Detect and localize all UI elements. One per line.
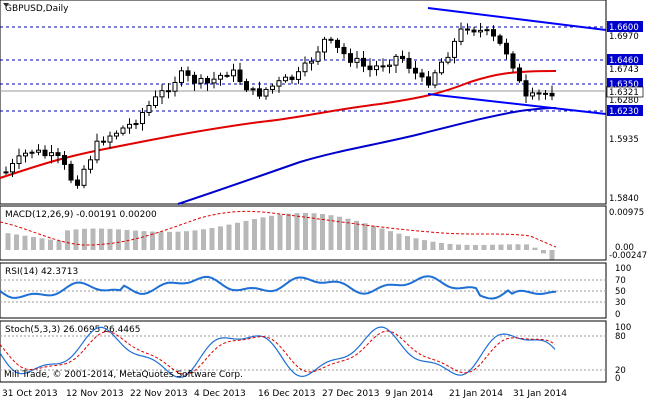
time-label-0: 31 Oct 2013	[2, 389, 58, 399]
rsi-panel-frame	[0, 262, 607, 319]
price-level-box-1-6460	[607, 54, 643, 65]
time-label-3: 4 Dec 2013	[194, 389, 246, 399]
symbol-title: GBPUSD,Daily	[5, 4, 69, 14]
price-level-1-6230: 1.6230	[609, 107, 639, 117]
rsi-tick-0: 0	[615, 310, 620, 320]
moving-average-blue	[177, 107, 557, 205]
upper-trendline[interactable]	[427, 7, 607, 31]
rsi-label: RSI(14) 42.3713	[5, 267, 78, 277]
price-tick-1-6280: 1.6280	[609, 96, 639, 106]
moving-average-red	[0, 70, 557, 179]
macd-tick-min: -0.00247	[609, 251, 647, 261]
rsi-tick-50: 50	[615, 287, 626, 297]
stoch-d-line	[0, 330, 556, 375]
rsi-tick-30: 30	[615, 298, 626, 308]
macd-histogram	[5, 212, 555, 260]
price-tick-1-6970: 1.6970	[609, 32, 639, 42]
lower-trendline[interactable]	[427, 93, 607, 115]
time-label-8: 31 Jan 2014	[513, 389, 567, 399]
rsi-tick-100: 100	[615, 264, 631, 274]
price-tick-partial: 1.6743	[609, 65, 639, 75]
rsi-line	[0, 275, 557, 300]
price-level-box-1-6350	[607, 78, 643, 89]
price-level-1-6350: 1.6350	[609, 80, 639, 90]
rsi-panel[interactable]: RSI(14) 42.3713 100 70 50 30 0	[0, 262, 631, 320]
stoch-tick-0: 0	[615, 374, 620, 384]
price-level-1-6600: 1.6600	[609, 23, 639, 33]
macd-tick-zero: 0.00	[615, 243, 634, 253]
time-label-6: 9 Jan 2014	[385, 389, 433, 399]
candlesticks	[3, 22, 555, 189]
macd-tick-max: 0.00975	[609, 208, 644, 218]
rsi-tick-70: 70	[615, 276, 626, 286]
price-tick-1-5935: 1.5935	[609, 135, 639, 145]
stochastic-panel-frame	[0, 320, 607, 383]
macd-signal-line	[0, 210, 557, 248]
level-lines	[0, 26, 606, 112]
time-label-7: 21 Jan 2014	[449, 389, 503, 399]
macd-label: MACD(12,26,9) -0.00191 0.00200	[5, 210, 157, 220]
price-level-box-1-6230	[607, 105, 643, 116]
stoch-tick-80: 80	[615, 332, 626, 342]
time-label-1: 12 Nov 2013	[66, 389, 124, 399]
price-level-box-1-6600	[607, 21, 643, 32]
time-label-2: 22 Nov 2013	[130, 389, 188, 399]
stochastic-label: Stoch(5,3,3) 26.0695 26.4465	[5, 325, 140, 335]
current-price-box	[606, 86, 644, 98]
stoch-k-line	[0, 326, 556, 379]
current-price: 1.6321	[609, 88, 639, 98]
time-label-5: 27 Dec 2013	[322, 389, 380, 399]
copyright-text: Mill Trade, © 2001-2014, MetaQuotes Soft…	[4, 370, 243, 380]
price-level-1-6460: 1.6460	[609, 56, 639, 66]
stoch-tick-20: 20	[615, 366, 626, 376]
macd-panel[interactable]: MACD(12,26,9) -0.00191 0.00200 0.00975 0…	[0, 205, 647, 261]
price-panel[interactable]: GBPUSD,Daily 1.6970 1.6280 1.5935 1.5840…	[0, 0, 644, 205]
stoch-tick-100: 100	[615, 323, 631, 333]
price-tick-1-5840: 1.5840	[609, 194, 639, 204]
time-axis: 31 Oct 2013 12 Nov 2013 22 Nov 2013 4 De…	[2, 389, 567, 399]
price-panel-frame	[0, 0, 607, 205]
time-label-4: 16 Dec 2013	[258, 389, 316, 399]
stochastic-panel[interactable]: Stoch(5,3,3) 26.0695 26.4465 Mill Trade,…	[0, 320, 631, 384]
dropdown-arrow-icon[interactable]	[3, 3, 9, 7]
price-axis: 1.6970 1.6280 1.5935 1.5840 1.6600 1.646…	[606, 21, 644, 204]
